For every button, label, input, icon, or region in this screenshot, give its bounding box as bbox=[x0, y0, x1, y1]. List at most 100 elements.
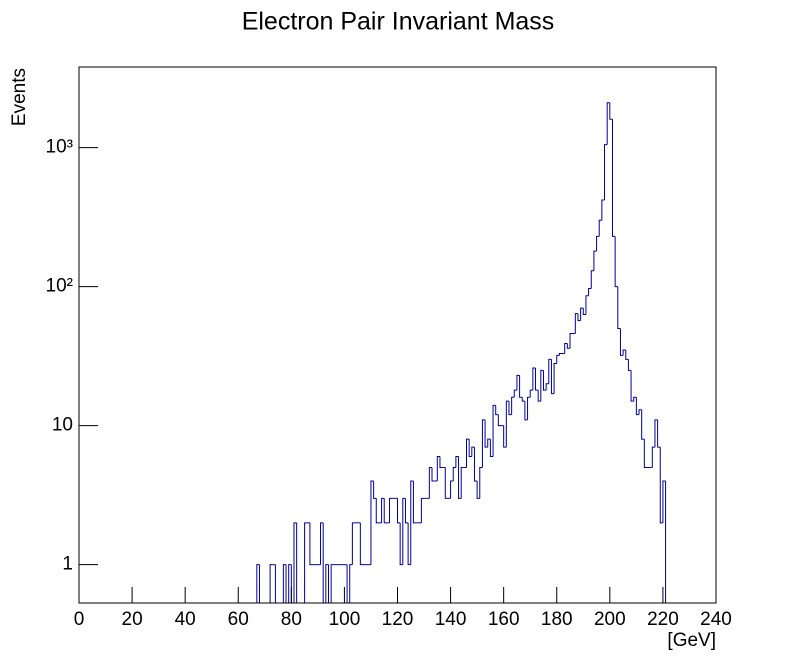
histogram-bin bbox=[269, 564, 273, 603]
histogram-bin bbox=[585, 295, 589, 315]
histogram-bin bbox=[373, 480, 377, 499]
x-tick-label: 180 bbox=[541, 609, 573, 630]
histogram-bin bbox=[590, 270, 594, 289]
y-tick-label: 10² bbox=[46, 276, 73, 297]
histogram-bin bbox=[381, 497, 385, 523]
histogram-bin bbox=[304, 522, 308, 603]
histogram-bin bbox=[638, 409, 642, 415]
histogram-bin bbox=[617, 286, 621, 329]
x-tick-label: 140 bbox=[435, 609, 467, 630]
histogram-bin bbox=[389, 497, 393, 523]
histogram-bin bbox=[519, 375, 523, 398]
histogram-bin bbox=[535, 367, 539, 391]
histogram-bin bbox=[657, 419, 661, 448]
histogram-bin bbox=[566, 343, 571, 349]
histogram-bin bbox=[412, 480, 417, 524]
histogram-bin bbox=[468, 439, 472, 457]
x-tick-label: 20 bbox=[122, 609, 143, 630]
histogram-bin bbox=[397, 498, 401, 524]
histogram-bin bbox=[492, 404, 496, 457]
histogram-bin bbox=[580, 307, 584, 321]
histogram-bin bbox=[503, 425, 507, 448]
y-tick-label: 1 bbox=[62, 554, 73, 575]
histogram-bin bbox=[665, 480, 669, 604]
histogram-bin bbox=[471, 446, 475, 457]
histogram-bin bbox=[473, 447, 478, 482]
histogram-bin bbox=[404, 498, 409, 524]
histogram-bin bbox=[370, 480, 374, 565]
y-axis-label: Events bbox=[9, 68, 30, 126]
histogram-bin bbox=[625, 350, 629, 360]
histogram-bin bbox=[588, 287, 592, 296]
histogram-bin bbox=[577, 313, 581, 322]
histogram-bin bbox=[349, 564, 353, 603]
histogram-bin bbox=[407, 522, 411, 566]
histogram-bin bbox=[601, 199, 605, 221]
histogram-bin bbox=[582, 308, 586, 316]
histogram-bin bbox=[641, 409, 645, 440]
x-tick-label: 120 bbox=[382, 609, 414, 630]
histogram-bin bbox=[598, 219, 602, 237]
histogram-bin bbox=[532, 367, 536, 391]
histogram-bin bbox=[558, 353, 563, 356]
histogram-bin bbox=[614, 236, 618, 288]
histogram-bin bbox=[479, 466, 483, 499]
histogram-bin bbox=[466, 438, 470, 468]
histogram-bin bbox=[611, 119, 616, 237]
x-tick-label: 0 bbox=[74, 609, 85, 630]
histogram-bin bbox=[643, 439, 647, 468]
histogram-bin bbox=[651, 446, 655, 468]
histogram-bin bbox=[662, 480, 666, 523]
histogram-bin bbox=[274, 564, 279, 604]
histogram-bin bbox=[487, 438, 491, 448]
histogram-bin bbox=[622, 349, 626, 356]
histogram-bin bbox=[325, 564, 329, 603]
histogram-bin bbox=[654, 419, 658, 448]
chart-title: Electron Pair Invariant Mass bbox=[242, 8, 555, 36]
histogram-bin bbox=[288, 564, 292, 603]
histogram-bin bbox=[481, 419, 486, 468]
histogram-bin bbox=[296, 522, 300, 604]
y-tick-label: 10³ bbox=[46, 137, 73, 158]
x-tick-label: 240 bbox=[700, 609, 732, 630]
histogram-bin bbox=[428, 466, 433, 499]
x-tick-label: 160 bbox=[488, 609, 520, 630]
histogram-bin bbox=[444, 467, 448, 499]
histogram-bin bbox=[619, 328, 624, 356]
histogram-bin bbox=[495, 405, 499, 416]
x-tick-label: 80 bbox=[281, 609, 302, 630]
histogram-bin bbox=[399, 522, 403, 566]
histogram-bin bbox=[330, 564, 334, 603]
histogram-bin bbox=[383, 498, 387, 524]
histogram-bin bbox=[529, 389, 533, 398]
histogram-bin bbox=[458, 456, 462, 499]
histogram-bin bbox=[508, 401, 512, 416]
histogram-bin bbox=[633, 396, 637, 402]
histogram-bin bbox=[460, 466, 464, 499]
histogram-bin bbox=[511, 396, 515, 415]
histogram-bin bbox=[497, 414, 502, 427]
x-tick-label: 220 bbox=[647, 609, 679, 630]
histogram-bin bbox=[320, 522, 324, 565]
histogram-bin bbox=[527, 396, 531, 420]
histogram-bin bbox=[606, 102, 610, 145]
histogram-bin bbox=[604, 144, 608, 200]
histogram-bin bbox=[609, 102, 613, 120]
x-tick-label: 200 bbox=[594, 609, 626, 630]
histogram-bin bbox=[524, 401, 528, 421]
histogram-bin bbox=[282, 564, 287, 603]
histogram-bin bbox=[521, 397, 525, 402]
histogram-bin bbox=[627, 359, 632, 371]
histogram-bin bbox=[593, 250, 597, 271]
histogram-bin bbox=[564, 342, 568, 354]
histogram-bin bbox=[420, 497, 425, 523]
histogram-bin bbox=[293, 522, 297, 603]
histogram-bin bbox=[630, 370, 634, 402]
histogram-bin bbox=[505, 400, 509, 448]
histogram-bin bbox=[256, 564, 260, 603]
histogram-bin bbox=[359, 522, 363, 566]
x-tick-label: 40 bbox=[175, 609, 196, 630]
histogram-bin bbox=[455, 455, 459, 468]
histogram-bin bbox=[516, 374, 520, 391]
